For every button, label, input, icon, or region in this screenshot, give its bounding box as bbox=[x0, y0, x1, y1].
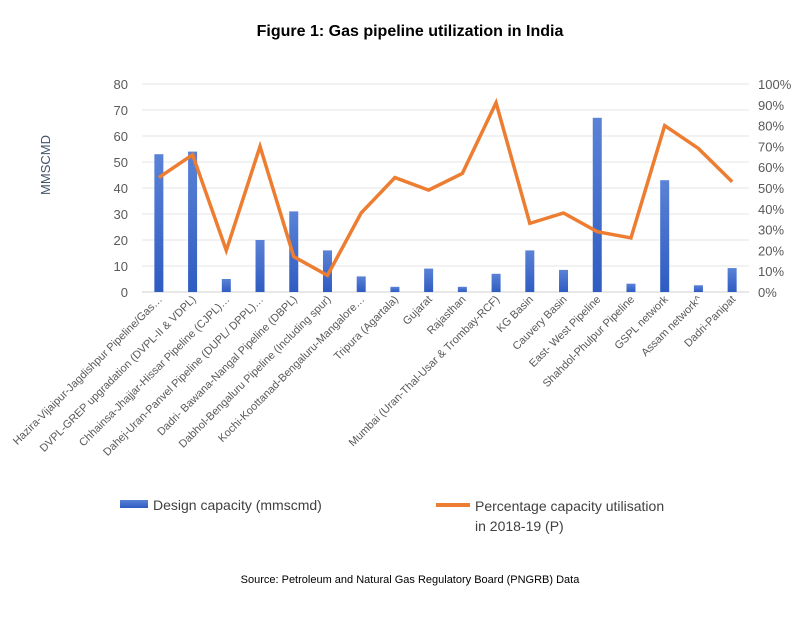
bar bbox=[222, 279, 231, 292]
y-tick-label: 60 bbox=[114, 129, 128, 144]
y-tick-label: 20 bbox=[114, 233, 128, 248]
legend: Design capacity (mmscmd) Percentage capa… bbox=[120, 497, 664, 534]
line-series bbox=[159, 103, 732, 276]
y2-tick-label: 60% bbox=[758, 160, 784, 175]
y-tick-label: 40 bbox=[114, 181, 128, 196]
legend-line-label-1: Percentage capacity utilisation bbox=[475, 498, 664, 514]
bar bbox=[492, 274, 501, 292]
y2-tick-label: 40% bbox=[758, 202, 784, 217]
bar bbox=[525, 250, 534, 292]
y-tick-label: 30 bbox=[114, 207, 128, 222]
y2-tick-label: 20% bbox=[758, 243, 784, 258]
legend-bar-label: Design capacity (mmscmd) bbox=[153, 497, 322, 513]
y2-tick-label: 100% bbox=[758, 77, 792, 92]
bar bbox=[728, 268, 737, 292]
bar bbox=[593, 118, 602, 292]
y-tick-label: 50 bbox=[114, 155, 128, 170]
chart-title: Figure 1: Gas pipeline utilization in In… bbox=[257, 23, 564, 40]
legend-line-label-2: in 2018-19 (P) bbox=[475, 518, 564, 534]
x-tick-label: Gujarat bbox=[401, 294, 435, 328]
bar bbox=[256, 240, 265, 292]
legend-bar-swatch bbox=[120, 500, 148, 508]
y2-tick-label: 30% bbox=[758, 223, 784, 238]
y2-tick-label: 80% bbox=[758, 119, 784, 134]
bar bbox=[694, 285, 703, 292]
bar bbox=[357, 276, 366, 292]
y-axis-label: MMSCMD bbox=[38, 135, 53, 195]
y-tick-label: 70 bbox=[114, 103, 128, 118]
bar bbox=[458, 287, 467, 292]
bar bbox=[626, 284, 635, 292]
bar bbox=[188, 152, 197, 292]
y-tick-label: 0 bbox=[121, 285, 128, 300]
x-tick-label: Tripura (Agartala) bbox=[332, 294, 401, 363]
bar bbox=[424, 269, 433, 292]
y2-tick-label: 0% bbox=[758, 285, 777, 300]
source-note: Source: Petroleum and Natural Gas Regula… bbox=[241, 574, 581, 586]
y-tick-label: 10 bbox=[114, 259, 128, 274]
x-tick-label: DVPL-GREP upgradation (DVPL-II & VDPL) bbox=[38, 294, 199, 455]
bar bbox=[559, 270, 568, 292]
y2-tick-label: 10% bbox=[758, 264, 784, 279]
y2-tick-label: 50% bbox=[758, 181, 784, 196]
bar bbox=[390, 287, 399, 292]
y2-tick-label: 90% bbox=[758, 98, 784, 113]
y2-tick-label: 70% bbox=[758, 139, 784, 154]
y-tick-label: 80 bbox=[114, 77, 128, 92]
x-tick-label: Assam network^ bbox=[639, 293, 705, 359]
bar bbox=[660, 180, 669, 292]
